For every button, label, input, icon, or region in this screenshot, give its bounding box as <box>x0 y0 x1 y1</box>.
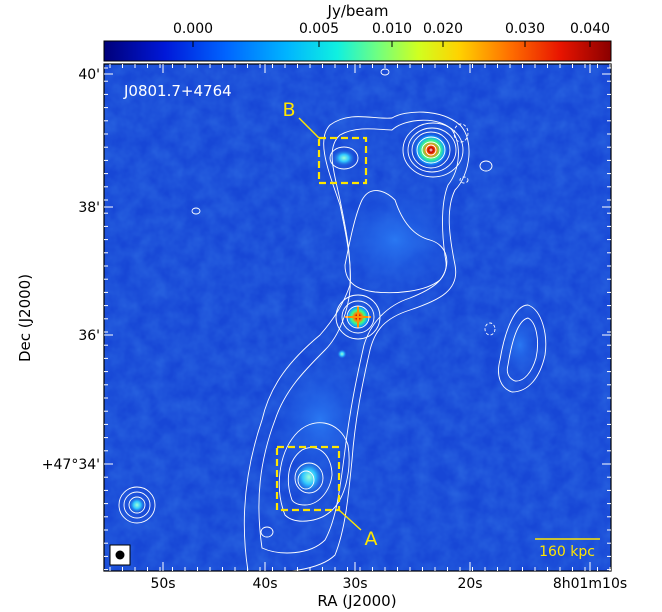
contours <box>118 68 547 571</box>
bright-source-north <box>413 132 449 168</box>
colorbar-title: Jy/beam <box>327 2 389 20</box>
colorbar: Jy/beam 0.000 0.005 0.010 0.020 0.030 0.040 <box>103 2 612 62</box>
frame-ticks <box>104 64 611 571</box>
colorbar-tick-label: 0.020 <box>423 21 463 37</box>
radio-image <box>104 64 611 571</box>
y-axis-label: Dec (J2000) <box>16 274 34 362</box>
colorbar-tick-label: 0.000 <box>173 21 213 37</box>
y-tick-label: +47°34' <box>42 457 100 473</box>
y-tick-label: 40' <box>78 67 100 83</box>
colorbar-tick-label: 0.030 <box>505 21 545 37</box>
colorbar-tick-label: 0.010 <box>372 21 412 37</box>
scale-bar-label: 160 kpc <box>539 544 595 560</box>
region-label-b: B <box>282 99 295 121</box>
colorbar-gradient <box>103 40 612 62</box>
y-tick-label: 38' <box>78 200 100 216</box>
scale-bar: 160 kpc <box>535 538 600 560</box>
y-tick-label: 36' <box>78 328 100 344</box>
beam-indicator <box>109 544 131 566</box>
x-axis-label: RA (J2000) <box>317 592 396 610</box>
x-tick-label: 40s <box>252 576 277 592</box>
x-tick-label: 20s <box>457 576 482 592</box>
region-box-b: B <box>282 99 368 185</box>
colorbar-tick-label: 0.005 <box>299 21 339 37</box>
source-name-label: J0801.7+4764 <box>123 82 232 100</box>
colorbar-tick-label: 0.040 <box>570 21 610 37</box>
x-tick-label: 8h01m10s <box>553 576 627 592</box>
region-label-a: A <box>365 528 378 550</box>
plot-frame <box>103 63 612 572</box>
x-tick-label: 50s <box>150 576 175 592</box>
region-box-a: A <box>275 445 378 550</box>
x-tick-label: 30s <box>342 576 367 592</box>
